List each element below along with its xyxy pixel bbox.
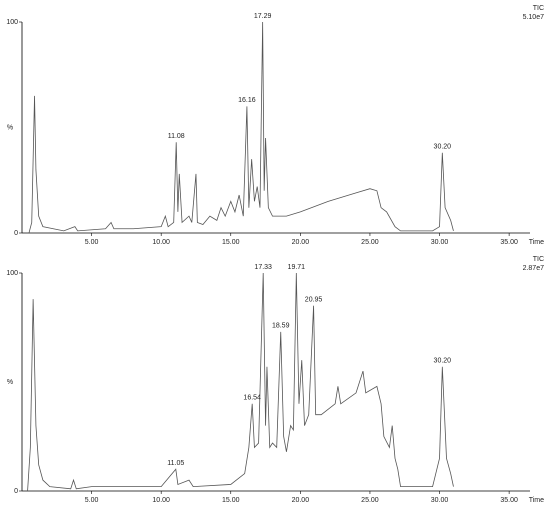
peak-label: 17.29 (254, 13, 272, 20)
peak-label: 11.05 (167, 460, 184, 467)
x-tick-label: 30.00 (431, 497, 449, 504)
scale-label: 5.10e7 (523, 14, 545, 21)
peak-label: 30.20 (434, 358, 452, 365)
y-tick-label: 0 (14, 488, 18, 495)
x-tick-label: 25.00 (361, 497, 379, 504)
x-tick-label: 20.00 (292, 497, 310, 504)
x-axis-label: Time (529, 497, 544, 504)
y-axis-label: % (7, 124, 13, 131)
peak-label: 11.08 (168, 133, 185, 140)
x-tick-label: 20.00 (292, 239, 310, 246)
peak-label: 30.20 (434, 144, 452, 151)
x-tick-label: 35.00 (500, 239, 518, 246)
x-tick-label: 15.00 (222, 497, 240, 504)
peak-label: 19.71 (288, 264, 306, 271)
x-tick-label: 25.00 (361, 239, 379, 246)
y-axis-label: % (7, 379, 13, 386)
x-tick-label: 5.00 (85, 497, 99, 504)
scale-label: 2.87e7 (523, 265, 545, 272)
x-tick-label: 30.00 (431, 239, 449, 246)
peak-label: 16.16 (238, 97, 256, 104)
x-tick-label: 15.00 (222, 239, 240, 246)
peak-label: 20.95 (305, 297, 323, 304)
trace-line (27, 272, 454, 492)
x-tick-label: 10.00 (152, 497, 170, 504)
y-tick-label: 100 (6, 270, 18, 277)
trace-label: TIC (533, 256, 544, 263)
x-tick-label: 10.00 (152, 239, 170, 246)
trace-label: TIC (533, 5, 544, 12)
x-axis-label: Time (529, 239, 544, 246)
peak-label: 18.59 (272, 323, 290, 330)
peak-label: 16.54 (243, 395, 261, 402)
x-tick-label: 5.00 (85, 239, 99, 246)
y-tick-label: 0 (14, 230, 18, 237)
trace-line (28, 21, 454, 234)
x-tick-label: 35.00 (500, 497, 518, 504)
y-tick-label: 100 (6, 19, 18, 26)
peak-label: 17.33 (254, 264, 272, 271)
